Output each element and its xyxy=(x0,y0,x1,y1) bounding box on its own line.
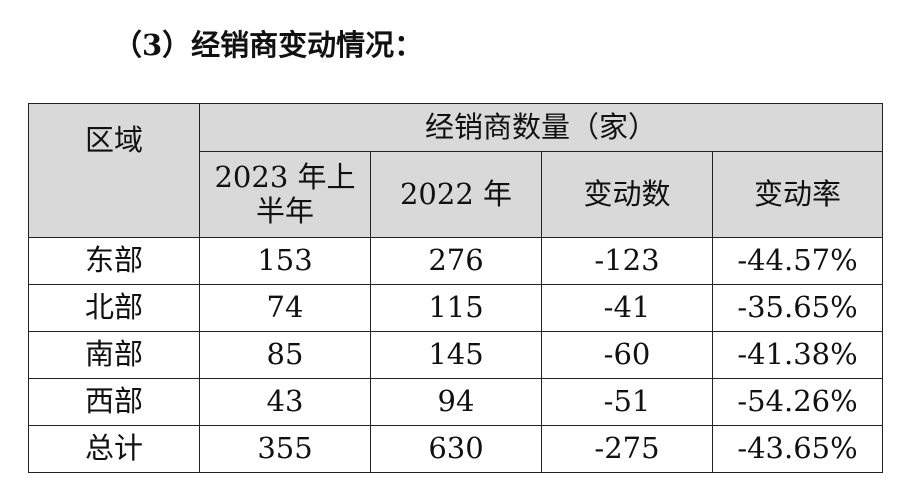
h1-2023-cell: 43 xyxy=(199,378,371,426)
rate-cell: -41.38% xyxy=(711,331,884,379)
rate-cell: -44.57% xyxy=(711,237,884,285)
section-heading: （3）经销商变动情况： xyxy=(113,28,424,62)
table-row: 西部 43 94 -51 -54.26% xyxy=(28,378,884,426)
rate-cell: -43.65% xyxy=(711,425,884,473)
column-header-change: 变动数 xyxy=(541,151,713,238)
region-cell: 总计 xyxy=(28,425,200,473)
y2022-cell: 630 xyxy=(370,425,542,473)
y2022-cell: 115 xyxy=(370,284,542,332)
y2022-cell: 94 xyxy=(370,378,542,426)
change-cell: -41 xyxy=(541,284,713,332)
region-cell: 南部 xyxy=(28,331,200,379)
y2022-cell: 145 xyxy=(370,331,542,379)
h1-2023-cell: 85 xyxy=(199,331,371,379)
table-row: 北部 74 115 -41 -35.65% xyxy=(28,284,884,332)
change-cell: -275 xyxy=(541,425,713,473)
region-cell: 东部 xyxy=(28,237,200,285)
region-cell: 北部 xyxy=(28,284,200,332)
column-header-rate: 变动率 xyxy=(711,151,884,238)
region-cell: 西部 xyxy=(28,378,200,426)
h1-2023-cell: 355 xyxy=(199,425,371,473)
change-cell: -123 xyxy=(541,237,713,285)
dealer-change-table: 区域 经销商数量（家） 2023 年上半年 2022 年 变动数 变动率 东部 … xyxy=(28,103,884,473)
h1-2023-cell: 153 xyxy=(199,237,371,285)
header-row-group: 区域 经销商数量（家） xyxy=(28,103,884,238)
region-column-header: 区域 xyxy=(28,103,200,238)
y2022-cell: 276 xyxy=(370,237,542,285)
column-header-2023-h1: 2023 年上半年 xyxy=(199,151,371,238)
rate-cell: -35.65% xyxy=(711,284,884,332)
table-row: 东部 153 276 -123 -44.57% xyxy=(28,237,884,285)
column-header-2022: 2022 年 xyxy=(370,151,542,238)
header-row-columns: 2023 年上半年 2022 年 变动数 变动率 xyxy=(29,151,884,238)
table-row: 南部 85 145 -60 -41.38% xyxy=(28,331,884,379)
table-row-total: 总计 355 630 -275 -43.65% xyxy=(28,425,884,473)
h1-2023-cell: 74 xyxy=(199,284,371,332)
change-cell: -51 xyxy=(541,378,713,426)
dealer-count-group-header: 经销商数量（家） xyxy=(198,103,884,152)
change-cell: -60 xyxy=(541,331,713,379)
rate-cell: -54.26% xyxy=(711,378,884,426)
